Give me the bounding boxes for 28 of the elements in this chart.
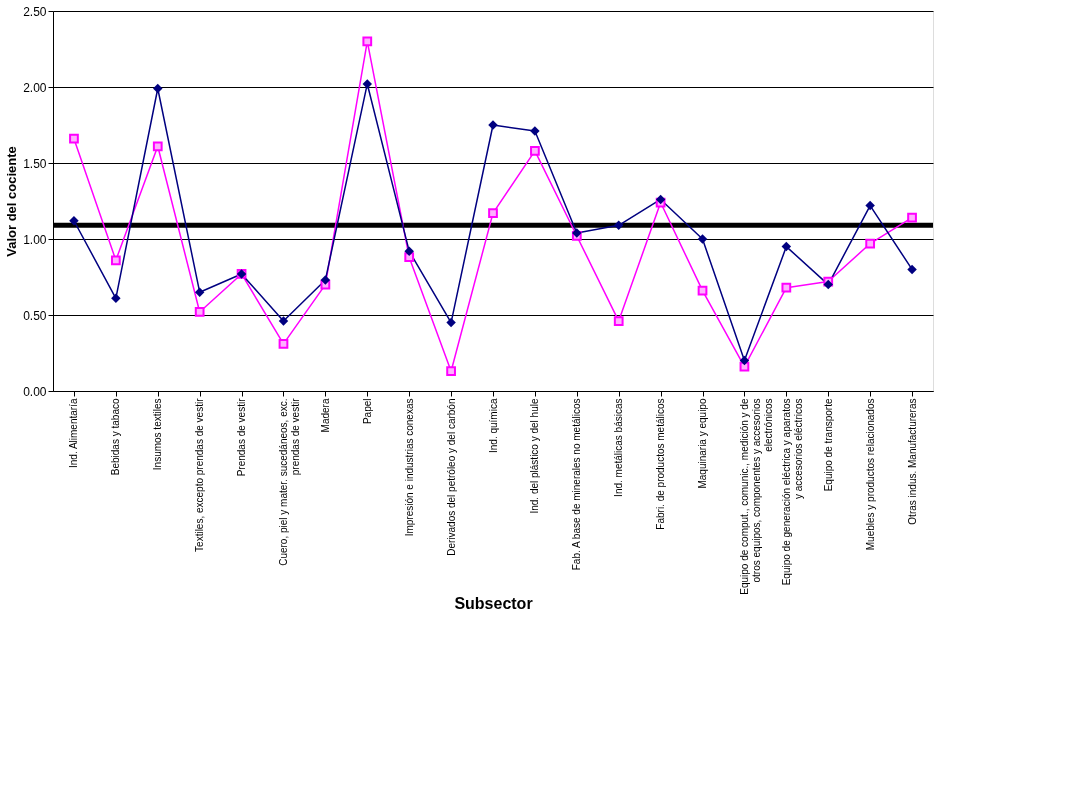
x-tick-label: Equipo de transporte: [822, 398, 834, 492]
x-tick-label: Muebles y productos relacionados: [864, 398, 876, 551]
x-axis-title: Subsector: [454, 594, 533, 612]
x-tick-label: Ind. Alimentaría: [68, 398, 80, 468]
y-tick-label: 1.50: [23, 156, 47, 171]
x-tick-label: Insumos textiles: [152, 398, 164, 471]
x-tick-label: Impresión e industrias conexas: [403, 398, 415, 537]
x-tick-label: Prendas de vestir: [236, 397, 248, 477]
x-tick-label: Ind. metálicas básicas: [613, 398, 625, 497]
y-tick-label: 0.00: [23, 384, 47, 399]
y-axis-title: Valor del cociente: [4, 146, 20, 257]
x-tick-label: Papel: [361, 398, 373, 425]
x-tick-label: Fab. A base de minerales no metálicos: [571, 398, 583, 571]
x-tick-label: Bebidas y tabaco: [110, 398, 122, 476]
x-tick-label: Ind. del plástico y del hule: [529, 398, 541, 514]
x-tick-label: Ind. química: [487, 398, 499, 453]
y-tick-label: 2.50: [23, 4, 47, 19]
x-tick-label: Textiles, excepto prendas de vestir: [194, 397, 206, 552]
y-tick-label: 1.00: [23, 232, 47, 247]
x-tick-label: Cuero, piel y mater. sucedáneos, exc. prendas de vestir: [277, 397, 301, 566]
x-tick-label: Madera: [319, 398, 331, 433]
y-tick-label: 2.00: [23, 80, 47, 95]
x-tick-label: Fabri. de productos metálicos: [655, 398, 667, 530]
x-tick-label: Equipo de comput., comunic., medición y de otros equipos, componentes y accesorios electrónicos: [738, 398, 774, 595]
x-tick-label: Otras indus. Manufactureras: [906, 398, 918, 525]
x-tick-label: Derivados del petróleo y del carbón: [445, 398, 457, 556]
y-tick-label: 0.50: [23, 308, 47, 323]
x-tick-label: Maquinaria y equipo: [697, 398, 709, 489]
